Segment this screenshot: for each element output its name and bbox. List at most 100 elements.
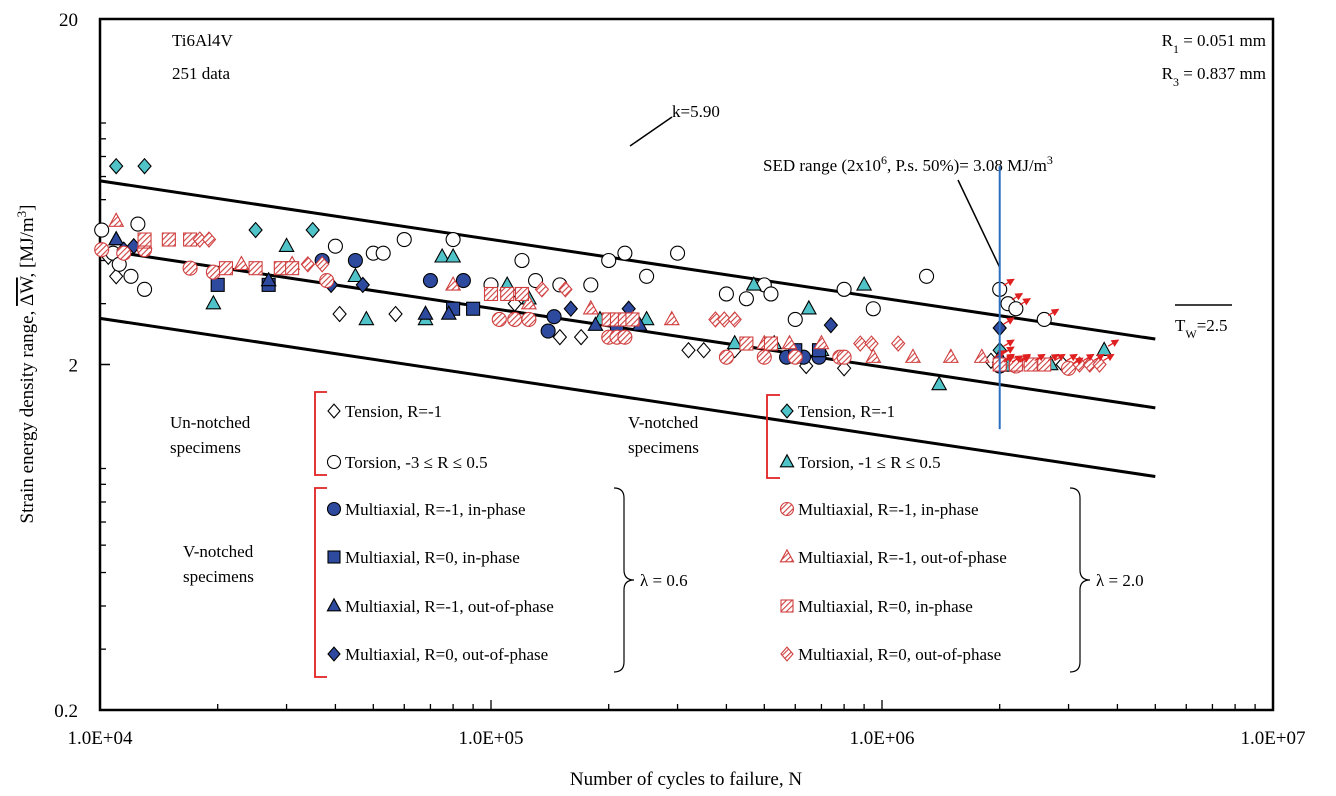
point-un_torsion: [836, 281, 852, 297]
point-un_tension: [552, 328, 568, 346]
point-v_tension: [108, 157, 124, 175]
point-un_torsion: [137, 281, 153, 297]
point-un_torsion: [763, 286, 779, 302]
point-m20_ip_r0: [625, 312, 640, 327]
point-un_torsion: [718, 286, 734, 302]
point-v_torsion: [205, 294, 222, 310]
point-m20_ip_r1: [787, 349, 803, 365]
point-m06_ip_r1: [347, 252, 363, 269]
point-v_tension: [137, 157, 152, 175]
point-v_torsion: [800, 299, 817, 315]
legend-label-m06_ip_r1: Multiaxial, R=-1, in-phase: [345, 500, 526, 519]
point-m20_ip_r1: [756, 349, 772, 365]
point-un_tension: [573, 328, 589, 346]
point-m20_op_r1: [781, 334, 798, 350]
legend-marker-un_tension: [327, 403, 341, 419]
point-m20_op_r1: [445, 275, 462, 291]
data-count-label: 251 data: [172, 64, 231, 83]
point-un_tension: [108, 267, 124, 285]
point-un_tension: [388, 305, 403, 323]
point-m20_ip_r0: [218, 261, 234, 276]
point-un_torsion: [94, 222, 110, 238]
point-un_torsion: [514, 252, 530, 269]
point-v_torsion: [358, 310, 375, 326]
point-m20_op_r0: [558, 281, 573, 298]
point-un_torsion: [865, 301, 881, 317]
point-un_tension: [681, 341, 696, 359]
point-un_torsion: [919, 268, 935, 284]
point-m20_ip_r1: [94, 242, 110, 258]
legend-marker-m20_ip_r0: [780, 599, 794, 613]
point-un_torsion: [123, 268, 139, 284]
point-un_torsion: [327, 238, 343, 254]
legend-label-m20_ip_r0: Multiaxial, R=0, in-phase: [798, 597, 973, 616]
point-un_torsion: [738, 291, 754, 307]
runout-arrow: [1019, 353, 1032, 362]
x-tick-label: 1.0E+06: [849, 728, 914, 749]
point-un_torsion: [639, 268, 655, 284]
x-tick-label: 1.0E+04: [67, 728, 133, 749]
point-m06_op_r1: [417, 305, 434, 320]
point-v_torsion: [278, 237, 295, 252]
point-m06_op_r1: [260, 271, 277, 287]
legend-marker-m20_ip_r1: [779, 501, 795, 517]
r1-label: R1 = 0.051 mm: [1162, 31, 1266, 56]
runout-arrow: [1011, 292, 1024, 301]
runout-arrow: [1019, 298, 1032, 306]
point-m20_ip_r1: [836, 349, 852, 365]
point-un_torsion: [375, 245, 391, 261]
point-m20_op_r1: [108, 212, 125, 227]
data-points: [94, 157, 1113, 391]
legend-marker-m06_op_r1: [326, 597, 342, 612]
point-m20_op_r1: [813, 334, 830, 350]
legend-marker-m20_op_r1: [779, 548, 795, 563]
legend-unnotched-label-2: specimens: [170, 438, 241, 457]
runout-arrows: [994, 278, 1120, 365]
legend-vnotched-label-1: V-notched: [628, 413, 699, 432]
legend-marker-v_torsion: [779, 453, 795, 468]
point-v_torsion: [1096, 341, 1113, 356]
legend-vnotched2-label-1: V-notched: [183, 542, 254, 561]
point-m20_ip_r1: [718, 349, 734, 365]
point-un_torsion: [787, 311, 803, 328]
point-m20_ip_r1: [182, 260, 198, 276]
legend-label-m06_op_r0: Multiaxial, R=0, out-of-phase: [345, 645, 548, 664]
legend-marker-m06_op_r0: [327, 646, 341, 662]
point-un_tension: [332, 305, 347, 323]
point-v_torsion: [638, 310, 655, 326]
legend-label-m06_ip_r0: Multiaxial, R=0, in-phase: [345, 548, 520, 567]
legend-bracket-multiaxial: [314, 487, 327, 678]
point-un_tension: [696, 341, 711, 359]
runout-arrow: [1066, 353, 1078, 362]
point-v_torsion: [726, 334, 743, 350]
point-m20_op_r0: [534, 281, 550, 298]
point-m20_op_r0: [864, 335, 879, 352]
legend-label-m20_op_r0: Multiaxial, R=0, out-of-phase: [798, 645, 1001, 664]
legend-brace-lambda2: [1069, 487, 1091, 673]
point-m20_op_r0: [314, 255, 330, 273]
legend-marker-m06_ip_r0: [327, 550, 341, 564]
point-m06_ip_r0: [466, 301, 481, 316]
legend-lambda2: λ = 2.0: [1096, 571, 1144, 590]
y-axis-symbol: ΔW: [17, 276, 38, 306]
r3-label: R3 = 0.837 mm: [1162, 64, 1266, 89]
point-m06_ip_r1: [455, 272, 471, 289]
point-m20_ip_r0: [483, 286, 499, 302]
axis-ticks: [99, 18, 1256, 711]
point-m06_op_r1: [440, 305, 457, 320]
point-m06_ip_r1: [422, 272, 438, 289]
x-tick-label: 1.0E+07: [1240, 728, 1305, 749]
slope-label: k=5.90: [672, 102, 720, 121]
point-un_tension: [836, 359, 852, 377]
sed-leader: [957, 179, 1001, 269]
point-m20_ip_r1: [617, 329, 633, 345]
point-m20_op_r1: [520, 294, 537, 310]
point-m20_ip_r1: [1061, 360, 1077, 376]
point-v_tension: [305, 221, 320, 239]
legend-marker-un_torsion: [326, 454, 342, 470]
point-m06_op_r0: [563, 300, 579, 318]
y-tick-label: 2: [69, 356, 79, 377]
point-m06_op_r0: [355, 276, 371, 294]
point-m06_op_r0: [823, 316, 839, 334]
x-tick-labels: 1.0E+04 1.0E+05 1.0E+06 1.0E+07: [67, 728, 1305, 749]
